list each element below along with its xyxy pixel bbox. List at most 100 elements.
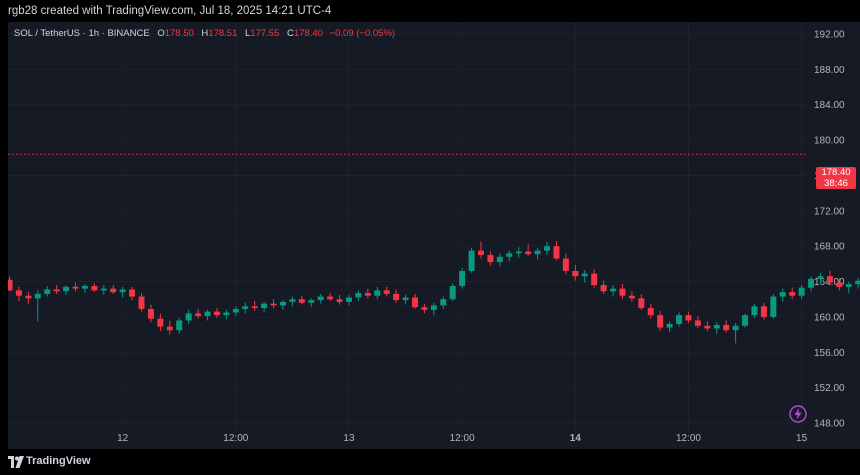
close-label: C <box>287 28 294 39</box>
candle-body <box>591 273 598 286</box>
candle-body <box>826 276 833 283</box>
candle-body <box>478 250 484 256</box>
candle-body <box>355 293 362 298</box>
candle-body <box>44 289 51 294</box>
candle-body <box>204 311 211 317</box>
candle-body <box>638 298 645 309</box>
candle-body <box>779 292 786 297</box>
candle-body <box>836 282 843 287</box>
candle-body <box>581 273 588 277</box>
candle-body <box>770 296 777 317</box>
candle-body <box>8 279 13 291</box>
candle-body <box>572 270 579 277</box>
candle-body <box>63 286 70 292</box>
candle-body <box>223 312 230 316</box>
y-tick-label: 180.00 <box>814 136 845 147</box>
candle-body <box>704 325 711 329</box>
candle-body <box>723 324 730 331</box>
candle-body <box>789 292 796 296</box>
y-tick-label: 156.00 <box>814 348 845 359</box>
candle-body <box>270 303 277 306</box>
candle-body <box>251 306 258 309</box>
candle-body <box>496 256 503 263</box>
candle-body <box>468 250 475 271</box>
y-tick-label: 168.00 <box>814 242 845 253</box>
candle-body <box>345 297 352 302</box>
chart-area[interactable]: 148.00 152.00 156.00 160.00 164.00 168.00 172.… <box>8 22 860 449</box>
candle-body <box>544 246 551 251</box>
candle-body <box>364 293 371 296</box>
candle-body <box>694 320 701 326</box>
candle-body <box>855 280 860 285</box>
candle-body <box>676 315 683 324</box>
x-tick-label: 15 <box>796 433 808 444</box>
candle-body <box>138 296 145 309</box>
y-tick-label: 192.00 <box>814 30 845 41</box>
open-value: 178.50 <box>164 28 194 39</box>
candle-body <box>100 288 107 291</box>
candle-body <box>751 306 758 316</box>
high-label: H <box>201 28 209 39</box>
candle-body <box>393 293 400 301</box>
candle-body <box>685 315 692 321</box>
footer-brand: TradingView <box>26 455 91 467</box>
y-tick-label: 152.00 <box>814 383 845 394</box>
candle-body <box>383 290 390 294</box>
candle-body <box>15 290 22 296</box>
candle-body <box>808 278 815 288</box>
tradingview-logo-icon <box>8 456 24 468</box>
candle-body <box>213 311 220 316</box>
low-value: 177.55 <box>250 28 280 39</box>
candle-body <box>487 255 494 263</box>
last-price-badge: 178.40 38:46 <box>816 167 856 189</box>
candle-body <box>562 258 569 271</box>
candle-body <box>817 276 824 279</box>
footer-bar: TradingView <box>0 449 860 475</box>
x-tick-label: 12:00 <box>450 433 475 444</box>
candle-body <box>157 318 164 327</box>
x-tick-label: 12 <box>117 433 129 444</box>
bar-countdown: 38:46 <box>824 178 848 189</box>
candle-body <box>610 288 617 292</box>
candle-body <box>666 323 673 328</box>
candle-body <box>289 299 296 302</box>
lightning-bolt-icon[interactable] <box>789 405 807 423</box>
low-label: L <box>245 28 251 39</box>
candle-body <box>91 285 98 291</box>
y-tick-label: 160.00 <box>814 312 845 323</box>
candle-body <box>430 305 437 310</box>
candle-body <box>647 308 654 316</box>
candle-body <box>195 313 202 317</box>
candle-body <box>81 285 88 289</box>
candle-body <box>657 315 664 328</box>
candle-body <box>374 290 381 296</box>
x-tick-label: 14 <box>570 433 582 444</box>
candle-body <box>760 306 767 317</box>
close-value: 178.40 <box>293 28 323 39</box>
candle-body <box>534 250 541 255</box>
y-tick-label: 172.00 <box>814 206 845 217</box>
candle-body <box>119 289 126 293</box>
candle-body <box>53 289 60 292</box>
candle-body <box>308 300 315 303</box>
candle-body <box>147 308 154 319</box>
candle-body <box>261 303 268 309</box>
candle-body <box>713 324 720 329</box>
candle-body <box>232 308 239 313</box>
last-price-value: 178.40 <box>821 167 851 178</box>
y-tick-label: 184.00 <box>814 100 845 111</box>
open-label: O <box>157 28 165 39</box>
candle-body <box>242 306 249 309</box>
candle-body <box>440 299 447 306</box>
candle-body <box>411 297 418 308</box>
candle-body <box>129 289 136 297</box>
candle-body <box>628 295 635 299</box>
candlestick-chart[interactable]: 148.00152.00156.00160.00164.00168.00172.… <box>8 22 860 449</box>
candle-body <box>110 288 117 293</box>
candle-body <box>72 286 79 289</box>
x-tick-label: 12:00 <box>223 433 248 444</box>
candle-body <box>798 287 805 296</box>
symbol-label: SOL / TetherUS · 1h · BINANCE <box>14 28 150 39</box>
high-value: 178.51 <box>208 28 238 39</box>
change-value: −0.09 (−0.05%) <box>329 28 396 39</box>
